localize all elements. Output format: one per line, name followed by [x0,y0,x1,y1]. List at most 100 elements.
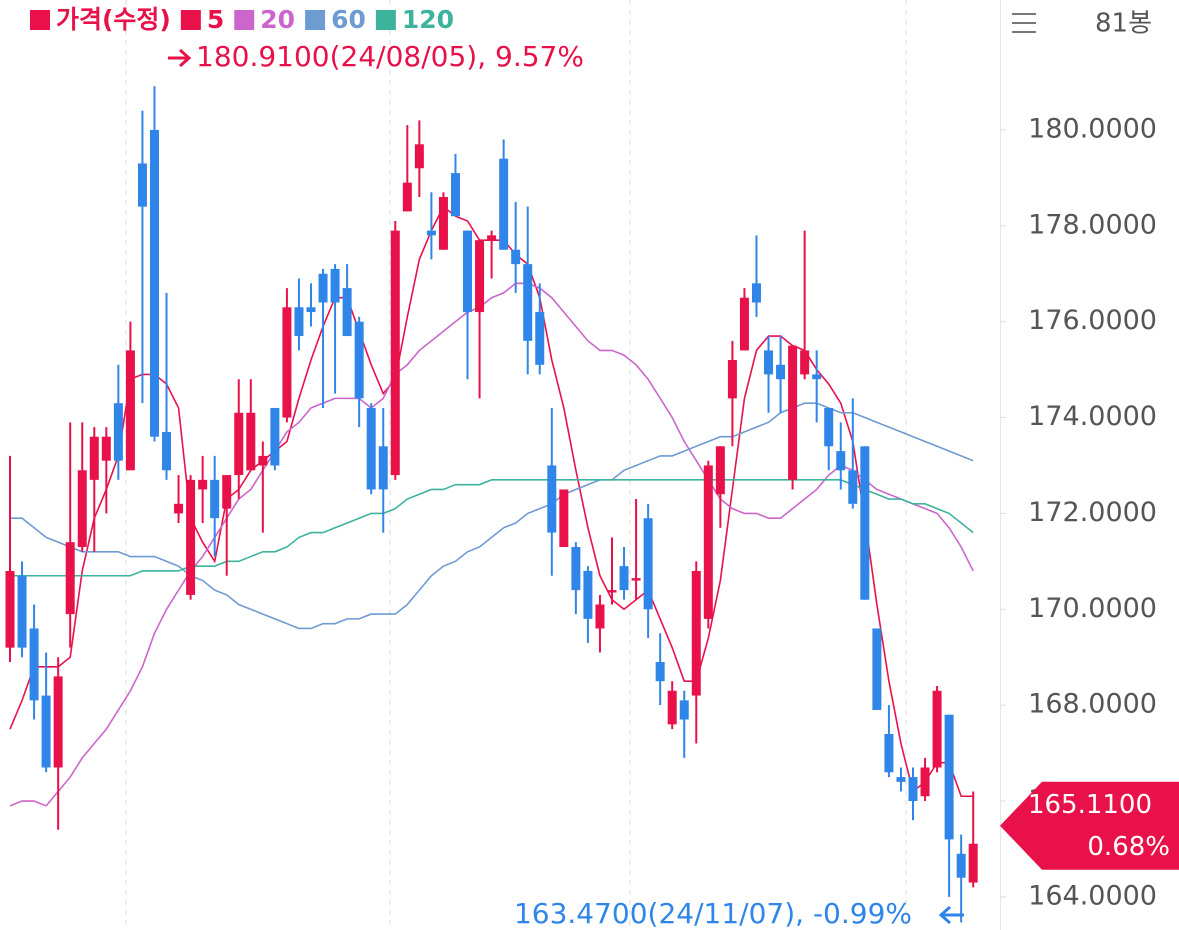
candle-body [655,662,665,682]
candle-body [619,566,629,591]
candle-body [559,489,569,547]
y-tick-label: 180.0000 [1028,113,1157,144]
legend: 가격(수정) 5 20 60 120 [30,5,454,34]
ma-line [10,402,974,630]
candle-body [547,465,557,533]
candle-body [715,446,725,495]
candle-body [667,690,677,725]
y-tick-label: 164.0000 [1028,880,1157,911]
current-change: 0.68% [1087,832,1170,862]
candle-body [294,307,304,337]
candle-body [968,843,978,883]
candle-body [258,455,268,466]
candle-body [222,475,232,509]
candle-body [896,777,906,782]
candle-body [210,479,220,519]
candle-body [149,129,159,437]
candle-body [643,518,653,610]
candle-body [390,230,400,476]
candle-body [511,249,521,265]
candle-body [812,374,822,380]
candle-body [535,312,545,365]
candle-body [77,470,87,547]
legend-swatch [180,10,201,30]
candle-body [475,240,485,313]
current-price: 165.1100 [1028,790,1152,820]
candle-body [487,235,497,241]
high-annotation: 180.9100(24/08/05), 9.57% [196,40,584,73]
candle-body [366,407,376,490]
bar-count: 81봉 [1095,9,1152,39]
candle-body [402,182,412,212]
legend-swatch [375,10,396,30]
low-arrow [938,905,964,925]
legend-label: 5 [207,5,224,34]
candle-body [523,264,533,341]
menu-icon[interactable] [1012,13,1036,33]
candle-body [920,767,930,797]
candle-body [450,173,460,217]
candle-body [162,431,172,471]
candle-body [198,479,208,490]
candle-body [776,364,786,380]
low-annotation: 163.4700(24/11/07), -0.99% [514,897,912,930]
candle-body [679,700,689,720]
legend-label: 20 [260,5,295,34]
candle-body [29,628,39,701]
candle-body [234,412,244,476]
candle-body [571,546,581,591]
candle-body [17,575,27,648]
candle-body [691,570,701,696]
y-tick-label: 168.0000 [1028,689,1157,720]
candle-body [908,777,918,802]
candle-body [306,307,316,313]
candle-body [848,470,858,504]
candle-body [174,503,184,514]
candle-body [378,446,388,490]
candle-body [872,628,882,710]
candle-body [932,690,942,768]
candle-body [884,733,894,773]
candle-body [944,714,954,840]
candle-body [956,853,966,878]
candle-body [282,307,292,418]
ma-line [10,479,974,577]
candle-body [270,407,280,466]
candle-body [65,542,75,615]
candle-body [53,676,63,768]
candle-body [703,465,713,619]
candle-body [788,345,798,480]
candle-body [751,283,761,303]
candle-body [89,436,99,480]
candle-body [354,321,364,399]
candle-body [595,604,605,629]
candle-body [125,350,135,471]
legend-swatch [305,10,326,30]
candle-body [41,695,51,768]
legend-label: 가격(수정) [56,5,171,34]
candle-body [499,158,509,250]
candle-body [727,360,737,399]
candle-body [137,163,147,207]
candle-body [5,570,15,648]
y-tick-label: 176.0000 [1028,305,1157,336]
y-tick-label: 174.0000 [1028,401,1157,432]
candle-body [426,230,436,236]
candle-body [583,570,593,619]
current-price-tag [1000,781,1179,870]
legend-label: 60 [331,5,366,34]
candle-body [739,297,749,351]
y-tick-label: 170.0000 [1028,593,1157,624]
candle-body [631,578,641,581]
candle-body [414,144,424,169]
candle-body [246,412,256,471]
candle-body [824,407,834,447]
legend-swatch [30,10,50,30]
candle-body [438,197,448,250]
candle-body [836,451,846,471]
legend-swatch [234,10,255,30]
candle-body [607,590,617,593]
y-tick-label: 172.0000 [1028,497,1157,528]
candle-body [186,479,196,595]
